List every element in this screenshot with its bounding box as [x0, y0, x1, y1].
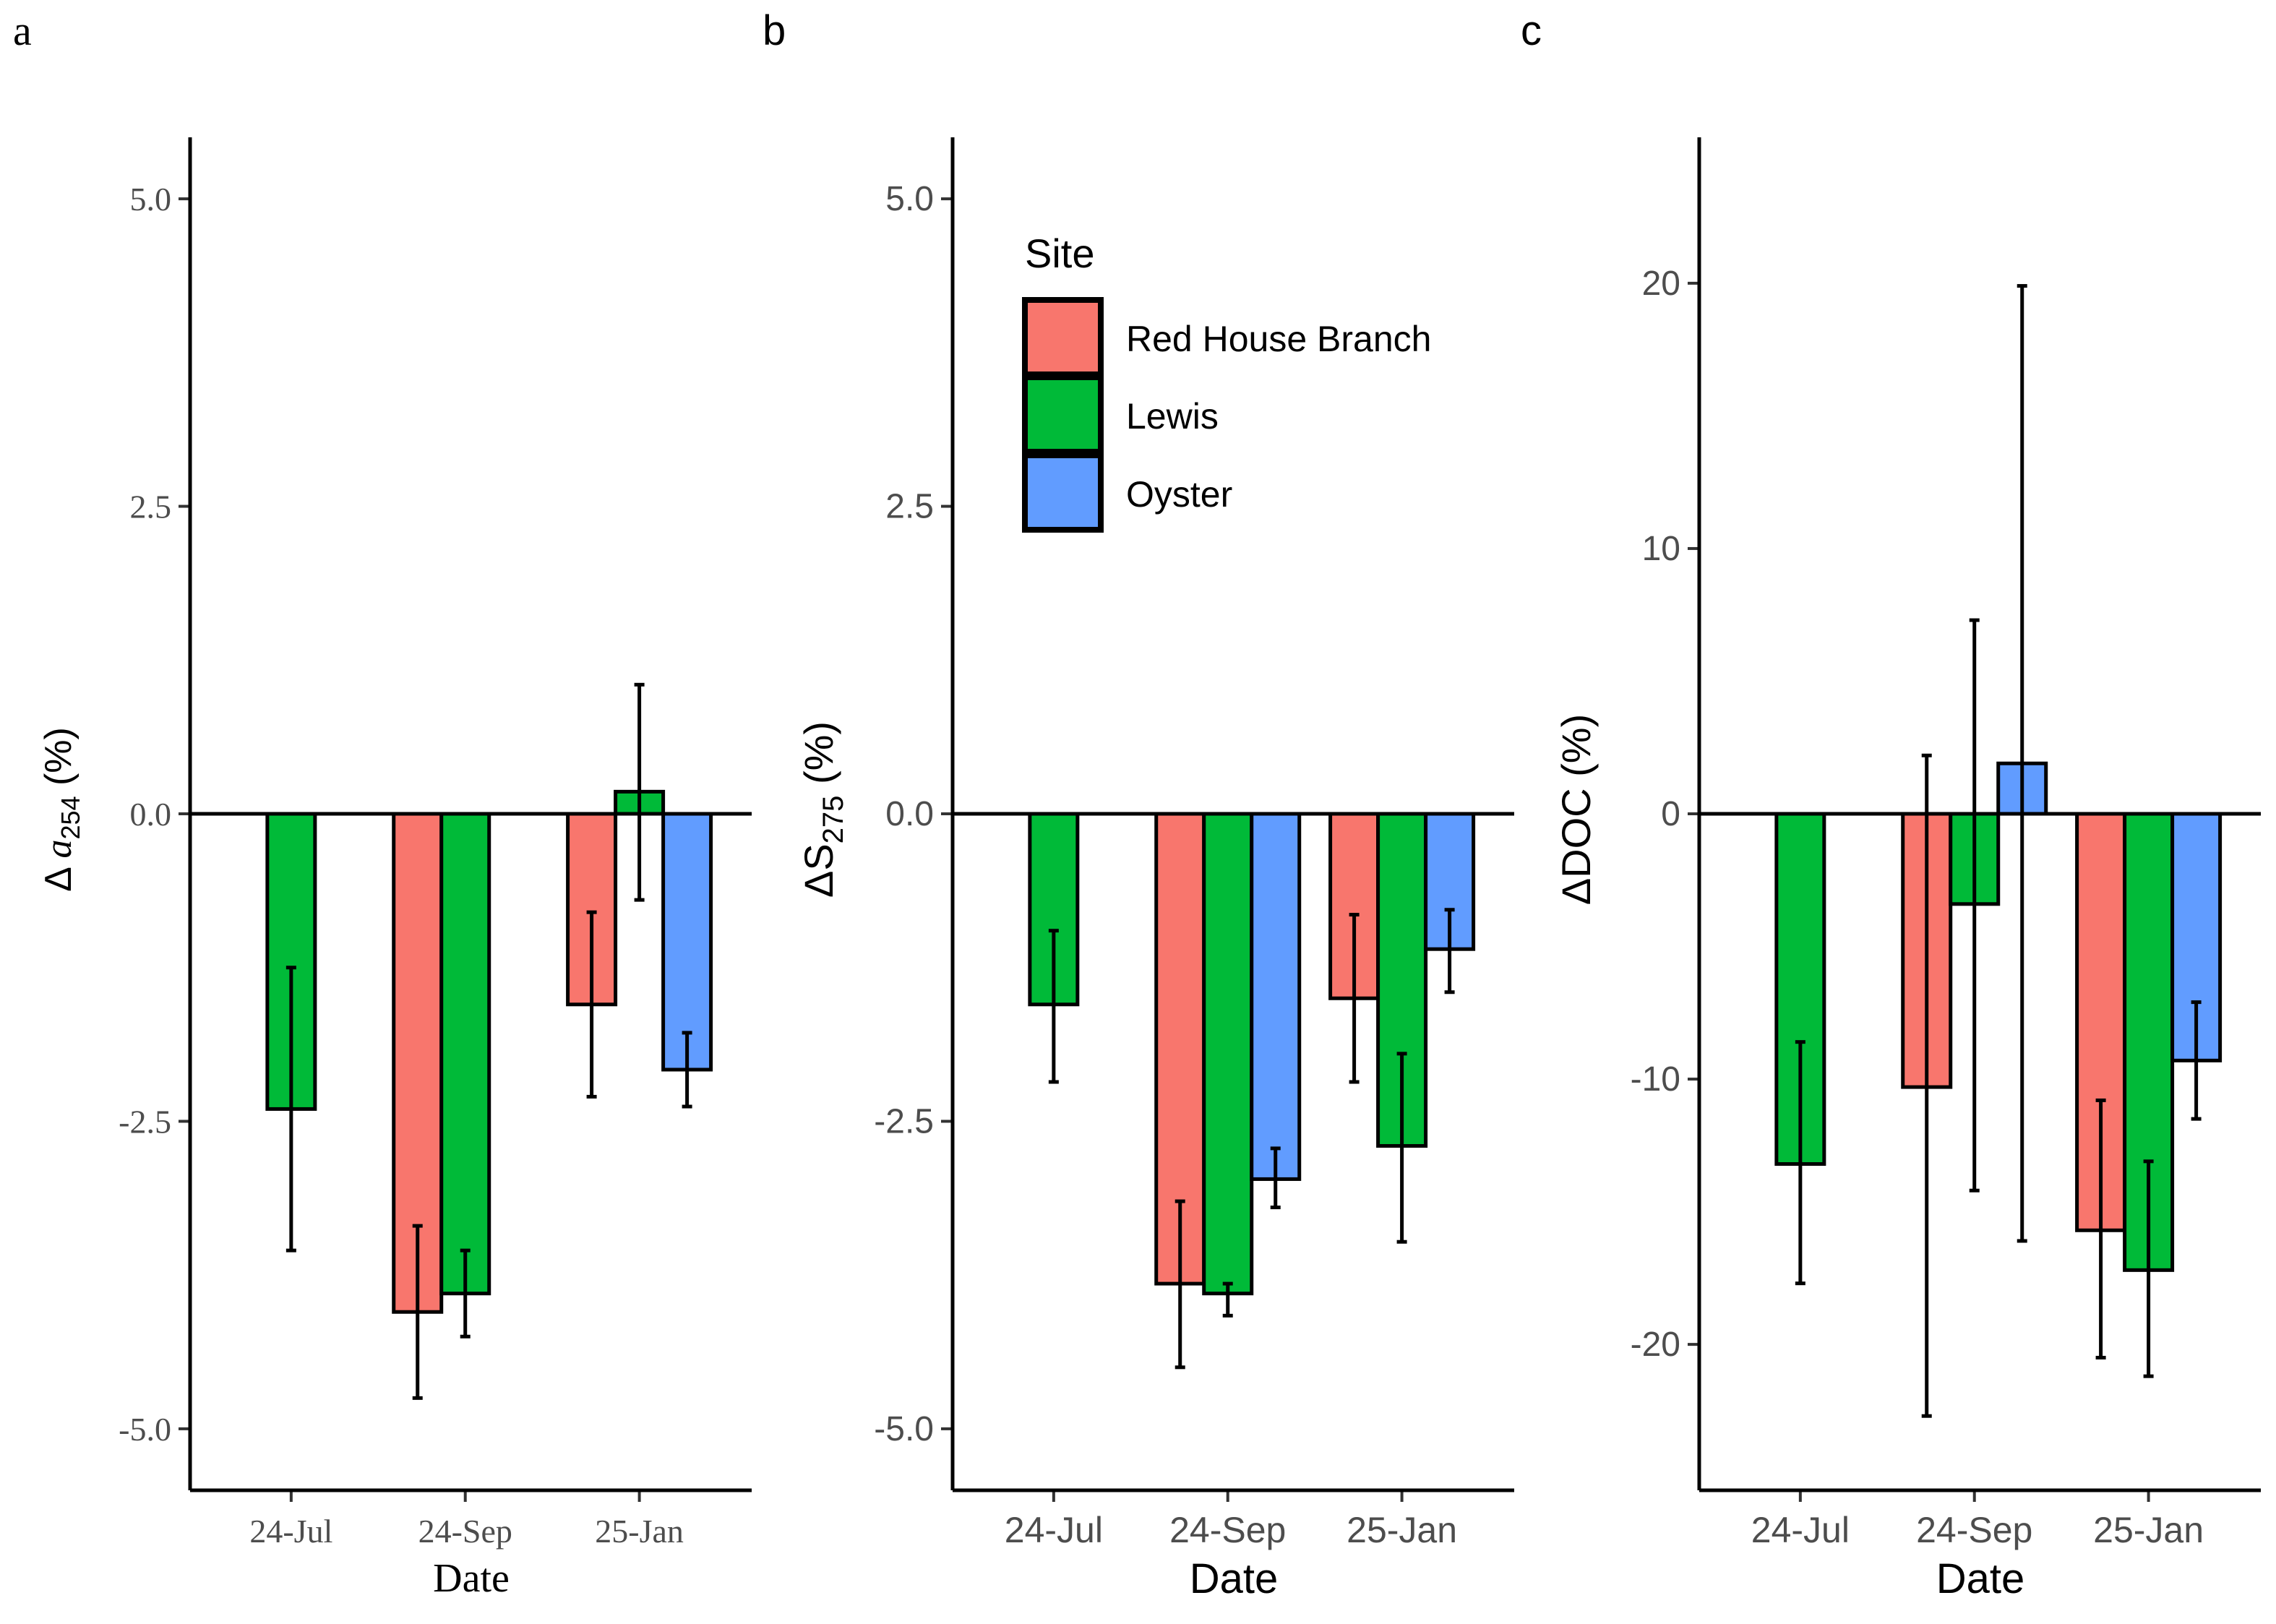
y-tick-label: -5.0 — [119, 1411, 171, 1448]
legend-label-red-house-branch: Red House Branch — [1126, 319, 1431, 359]
y-tick-label: 0 — [1661, 795, 1680, 833]
panel-c-label: c — [1521, 7, 1542, 54]
panel-a-ylabel-sub: 254 — [56, 796, 85, 839]
y-tick-label: 20 — [1642, 265, 1680, 303]
panel-a-bars — [265, 682, 713, 1400]
panel-b: b ΔS275 (%) -5.0 -2.5 0.0 2.5 5.0 24-Jul 24-S… — [763, 7, 1514, 1602]
y-tick-label: 0.0 — [885, 795, 934, 833]
bar-lewis-25-jan — [2123, 812, 2175, 1272]
panel-a-x-axis-label: Date — [433, 1556, 510, 1601]
panel-a-ylabel-suffix: (%) — [38, 727, 80, 796]
legend-title: Site — [1025, 231, 1095, 276]
x-tick-label: 25-Jan — [1347, 1510, 1457, 1550]
bar-oyster-25-jan — [661, 812, 713, 1072]
panel-c-bars — [1774, 284, 2223, 1418]
panel-a-ylabel-symbol: a — [38, 840, 80, 859]
panel-c-y-axis-label: ΔDOC (%) — [1553, 714, 1599, 906]
bar-oyster-24-sep — [1250, 812, 1302, 1181]
panel-b-ylabel-sub: 275 — [817, 796, 849, 844]
legend-swatch-lewis — [1022, 374, 1104, 455]
panel-b-label: b — [763, 7, 786, 54]
panel-b-x-axis-label: Date — [1190, 1555, 1279, 1602]
legend: Site Red House Branch Lewis Oyster — [1022, 231, 1431, 533]
x-tick-label: 24-Jul — [249, 1513, 332, 1550]
y-tick-label: 0.0 — [130, 796, 172, 833]
panel-a-y-axis-label: Δ a254 (%) — [38, 727, 85, 892]
panel-a-label: a — [13, 7, 32, 54]
panel-c: c ΔDOC (%) -20 -10 0 10 20 24-Jul 24-Sep 25-Ja… — [1521, 7, 2261, 1602]
legend-swatch-red-house-branch — [1022, 297, 1104, 377]
y-tick-label: 2.5 — [885, 488, 934, 526]
panel-a-x-ticks: 24-Jul 24-Sep 25-Jan — [249, 1490, 684, 1550]
panel-b-ylabel-suffix: (%) — [796, 721, 841, 796]
y-tick-label: 5.0 — [885, 180, 934, 218]
legend-label-lewis: Lewis — [1126, 396, 1219, 437]
y-tick-label: -2.5 — [874, 1102, 934, 1140]
y-tick-label: -10 — [1631, 1060, 1680, 1099]
y-tick-label: 5.0 — [130, 181, 172, 218]
x-tick-label: 25-Jan — [2093, 1510, 2204, 1550]
bar-lewis-24-sep — [439, 812, 491, 1296]
panel-a-ylabel-prefix: Δ — [38, 859, 80, 892]
bar-lewis-24-sep — [1202, 812, 1254, 1296]
panel-c-y-ticks: -20 -10 0 10 20 — [1631, 265, 1699, 1364]
x-tick-label: 24-Sep — [1169, 1510, 1286, 1550]
y-tick-label: 2.5 — [130, 489, 172, 525]
x-tick-label: 24-Jul — [1751, 1510, 1850, 1550]
panel-b-y-axis-label: ΔS275 (%) — [796, 721, 849, 898]
y-tick-label: -5.0 — [874, 1410, 934, 1448]
panel-b-x-ticks: 24-Jul 24-Sep 25-Jan — [1005, 1490, 1457, 1550]
panel-c-x-ticks: 24-Jul 24-Sep 25-Jan — [1751, 1490, 2204, 1550]
legend-swatch-oyster — [1022, 452, 1104, 533]
panel-a: a Δ a254 (%) -5.0-2.50.02.55.0 24-Jul 24-… — [13, 7, 752, 1601]
x-tick-label: 24-Sep — [1916, 1510, 2032, 1550]
panel-c-x-axis-label: Date — [1936, 1555, 2025, 1602]
x-tick-label: 24-Sep — [418, 1513, 512, 1550]
y-tick-label: -2.5 — [119, 1103, 171, 1140]
y-tick-label: -20 — [1631, 1326, 1680, 1364]
panel-b-bars — [1028, 812, 1476, 1370]
panel-c-ylabel-prefix: ΔDOC — [1553, 788, 1599, 905]
x-tick-label: 24-Jul — [1005, 1510, 1103, 1550]
x-tick-label: 25-Jan — [595, 1513, 684, 1550]
y-tick-label: 10 — [1642, 530, 1680, 568]
panel-b-y-ticks: -5.0 -2.5 0.0 2.5 5.0 — [874, 180, 953, 1448]
panel-a-y-ticks: -5.0 -2.5 0.0 2.5 5.0 — [119, 181, 190, 1448]
legend-label-oyster: Oyster — [1126, 474, 1232, 515]
panel-b-ylabel-prefix: ΔS — [796, 843, 841, 898]
panel-c-ylabel-suffix: (%) — [1553, 714, 1599, 789]
